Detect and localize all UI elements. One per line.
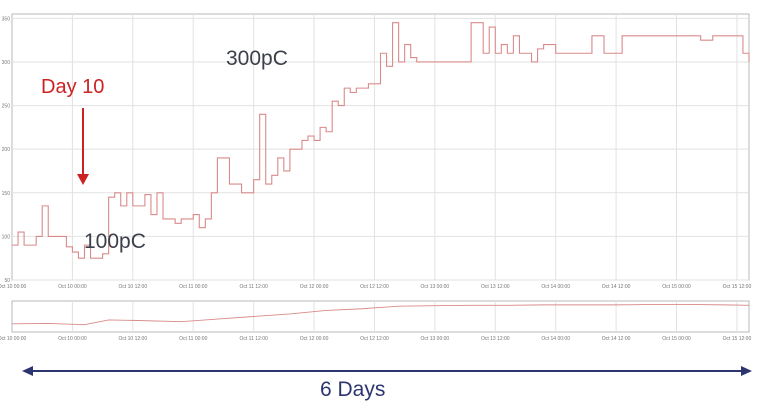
overview-x-tick-label: Oct 13 00:00 [421,336,450,342]
main-x-tick-label: Oct 12 12:00 [360,284,389,290]
main-x-tick-label: Oct 10 00:00 [58,284,87,290]
main-y-tick-label: 50 [4,278,10,284]
overview-series-line [11,303,750,326]
overview-x-tick-label: Oct 12 00:00 [300,336,329,342]
main-y-tick-label: 150 [2,191,11,197]
main-x-tick-label: Oct 15 12:00 [723,284,752,290]
overview-x-tick-label: Oct 10 12:00 [118,336,147,342]
span-arrow-head-left [22,366,33,376]
overview-plot-frame [11,300,750,333]
overview-x-tick-label: Oct 12 12:00 [360,336,389,342]
main-x-tick-label: Oct 14 00:00 [541,284,570,290]
main-x-tick-label: Oct 11 12:00 [240,284,268,290]
span-arrow-head-right [741,366,752,376]
main-x-tick-label: Oct 13 00:00 [421,284,450,290]
overview-x-tick-label: Oct 13 12:00 [481,336,510,342]
overview-x-tick-label: Oct 15 00:00 [662,336,691,342]
overview-x-tick-label: Oct 10 00:00 [58,336,87,342]
six-days-annotation: 6 Days [320,378,386,401]
main-y-tick-label: 350 [2,16,11,22]
day-10-annotation: Day 10 [41,76,105,98]
100pc-annotation: 100pC [84,230,146,253]
main-x-tick-label: Oct 14 12:00 [602,284,631,290]
day-arrow-head [77,174,89,185]
main-x-tick-label: Oct 10 12:00 [118,284,147,290]
overview-x-tick-label: Oct 11 00:00 [179,336,207,342]
overview-x-tick-label: Oct 14 12:00 [602,336,631,342]
main-y-tick-label: 300 [2,60,11,66]
main-x-tick-label: Oct 15 00:00 [662,284,691,290]
main-x-tick-label: Oct 13 12:00 [481,284,510,290]
main-x-tick-label: Oct 12 00:00 [300,284,329,290]
main-y-tick-label: 250 [2,104,11,110]
300pc-annotation: 300pC [226,47,288,70]
overview-chart[interactable]: Oct 10 00:00 Oct 10 12:00 Oct 11 00:00 Oct … [0,300,752,342]
main-x-tick-label: Oct 11 00:00 [179,284,207,290]
main-series-line [12,22,750,259]
main-y-tick-label: 100 [2,234,11,240]
main-y-tick-label: 200 [2,147,11,153]
overview-x-tick-label: Oct 11 12:00 [240,336,268,342]
main-chart: Oct 10 00:00 Oct 10 12:00 Oct 11 00:00 Oct … [0,13,752,290]
overview-x-tick-label: Oct 10 00:00 [0,336,27,342]
main-x-tick-label: Oct 10 00:00 [0,284,27,290]
overview-x-tick-label: Oct 15 12:00 [723,336,752,342]
overview-x-tick-label: Oct 14 00:00 [541,336,570,342]
